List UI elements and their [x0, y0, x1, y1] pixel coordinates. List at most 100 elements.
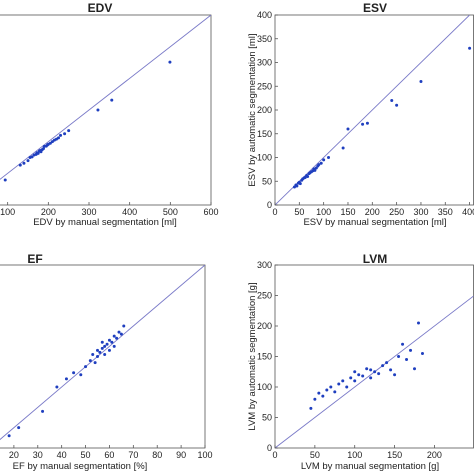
- point: [306, 175, 310, 178]
- point: [419, 80, 423, 83]
- point: [105, 342, 109, 346]
- x-tick-label: 30: [33, 450, 43, 460]
- point: [327, 156, 331, 159]
- point: [112, 344, 116, 348]
- point: [48, 141, 52, 145]
- point: [329, 385, 333, 389]
- x-tick-label: 60: [104, 450, 114, 460]
- y-tick-label: 100: [257, 382, 272, 392]
- point: [401, 342, 405, 346]
- x-tick-label: 50: [81, 450, 91, 460]
- point: [96, 355, 99, 358]
- point: [63, 132, 67, 136]
- point: [79, 373, 83, 377]
- point: [67, 129, 71, 133]
- point: [3, 178, 7, 182]
- panel: 100 200 300 400 500 600 EDV EDV by manual segme…: [0, 1, 219, 228]
- point: [313, 168, 317, 172]
- point: [389, 368, 393, 372]
- x-tick-label: 20: [9, 450, 19, 460]
- point: [390, 99, 394, 102]
- x-tick-label: 600: [203, 207, 218, 217]
- point: [22, 161, 26, 165]
- x-tick-label: 250: [389, 207, 404, 217]
- point: [413, 367, 417, 371]
- x-tick-label: 100: [0, 207, 15, 217]
- point: [93, 361, 97, 365]
- x-tick-label: 150: [340, 207, 355, 217]
- plot-area: [275, 15, 472, 205]
- point: [295, 184, 299, 188]
- x-tick-label: 40: [57, 450, 67, 460]
- x-tick-label: 50: [310, 450, 320, 460]
- point: [361, 374, 365, 378]
- point: [377, 372, 381, 376]
- y-tick-label: 0: [267, 200, 272, 210]
- point: [385, 361, 389, 365]
- point: [18, 163, 22, 167]
- plot-frame: [0, 14, 212, 206]
- point: [395, 103, 399, 107]
- point: [91, 352, 95, 356]
- x-tick-label: 0: [272, 207, 277, 217]
- x-axis-label: EDV by manual segmentation [ml]: [33, 217, 177, 228]
- x-tick-label: 50: [294, 207, 304, 217]
- point: [103, 344, 107, 348]
- point: [100, 340, 104, 344]
- y-tick-label: 0: [267, 443, 272, 453]
- panel-title: EF: [27, 252, 42, 266]
- point: [96, 108, 100, 112]
- point: [369, 368, 373, 372]
- plot-frame: [274, 264, 474, 449]
- x-tick-label: 300: [81, 207, 96, 217]
- panel-title: LVM: [363, 252, 387, 266]
- x-tick-label: 150: [387, 450, 402, 460]
- point: [349, 376, 353, 380]
- x-tick-label: 200: [41, 207, 56, 217]
- point: [369, 376, 373, 380]
- y-tick-label: 150: [257, 352, 272, 362]
- panel-title: EDV: [88, 1, 113, 15]
- point: [365, 121, 369, 125]
- y-tick-label: 300: [257, 58, 272, 68]
- point: [107, 338, 111, 342]
- point: [72, 371, 76, 375]
- panel: 20 30 40 50 60 70 80 90 100 EF EF by manual segmen…: [0, 252, 213, 472]
- point: [346, 127, 350, 131]
- point: [353, 370, 357, 374]
- point: [7, 434, 11, 438]
- panel: 0 50 100 150 200 0 50 100 150 200 250 300 LVM LVM by …: [247, 252, 474, 472]
- y-tick-label: 300: [257, 260, 272, 270]
- point: [107, 348, 111, 352]
- point: [405, 358, 409, 362]
- point: [298, 182, 302, 186]
- plot-area: [275, 295, 474, 448]
- x-tick-label: 500: [163, 207, 178, 217]
- point: [341, 146, 345, 150]
- x-tick-label: 70: [128, 450, 138, 460]
- point: [36, 151, 40, 155]
- point: [117, 330, 121, 334]
- point: [115, 336, 119, 340]
- x-tick-label: 100: [316, 207, 331, 217]
- point: [17, 426, 21, 430]
- x-tick-label: 200: [365, 207, 380, 217]
- y-tick-label: 200: [257, 321, 272, 331]
- x-tick-label: 400: [462, 207, 474, 217]
- x-tick-label: 80: [152, 450, 162, 460]
- y-axis-label: ESV by automatic segmentation [ml]: [247, 33, 258, 186]
- point: [122, 324, 126, 328]
- point: [55, 385, 59, 389]
- point: [468, 46, 472, 50]
- point: [365, 367, 369, 371]
- point: [317, 391, 321, 395]
- point: [119, 332, 123, 336]
- x-tick-label: 350: [438, 207, 453, 217]
- point: [30, 155, 34, 159]
- point: [322, 158, 326, 162]
- x-tick-label: 0: [272, 450, 277, 460]
- x-tick-label: 300: [413, 207, 428, 217]
- y-tick-label: 400: [257, 10, 272, 20]
- point: [59, 133, 63, 137]
- y-axis-label: LVM by automatic segmentation [g]: [247, 282, 258, 430]
